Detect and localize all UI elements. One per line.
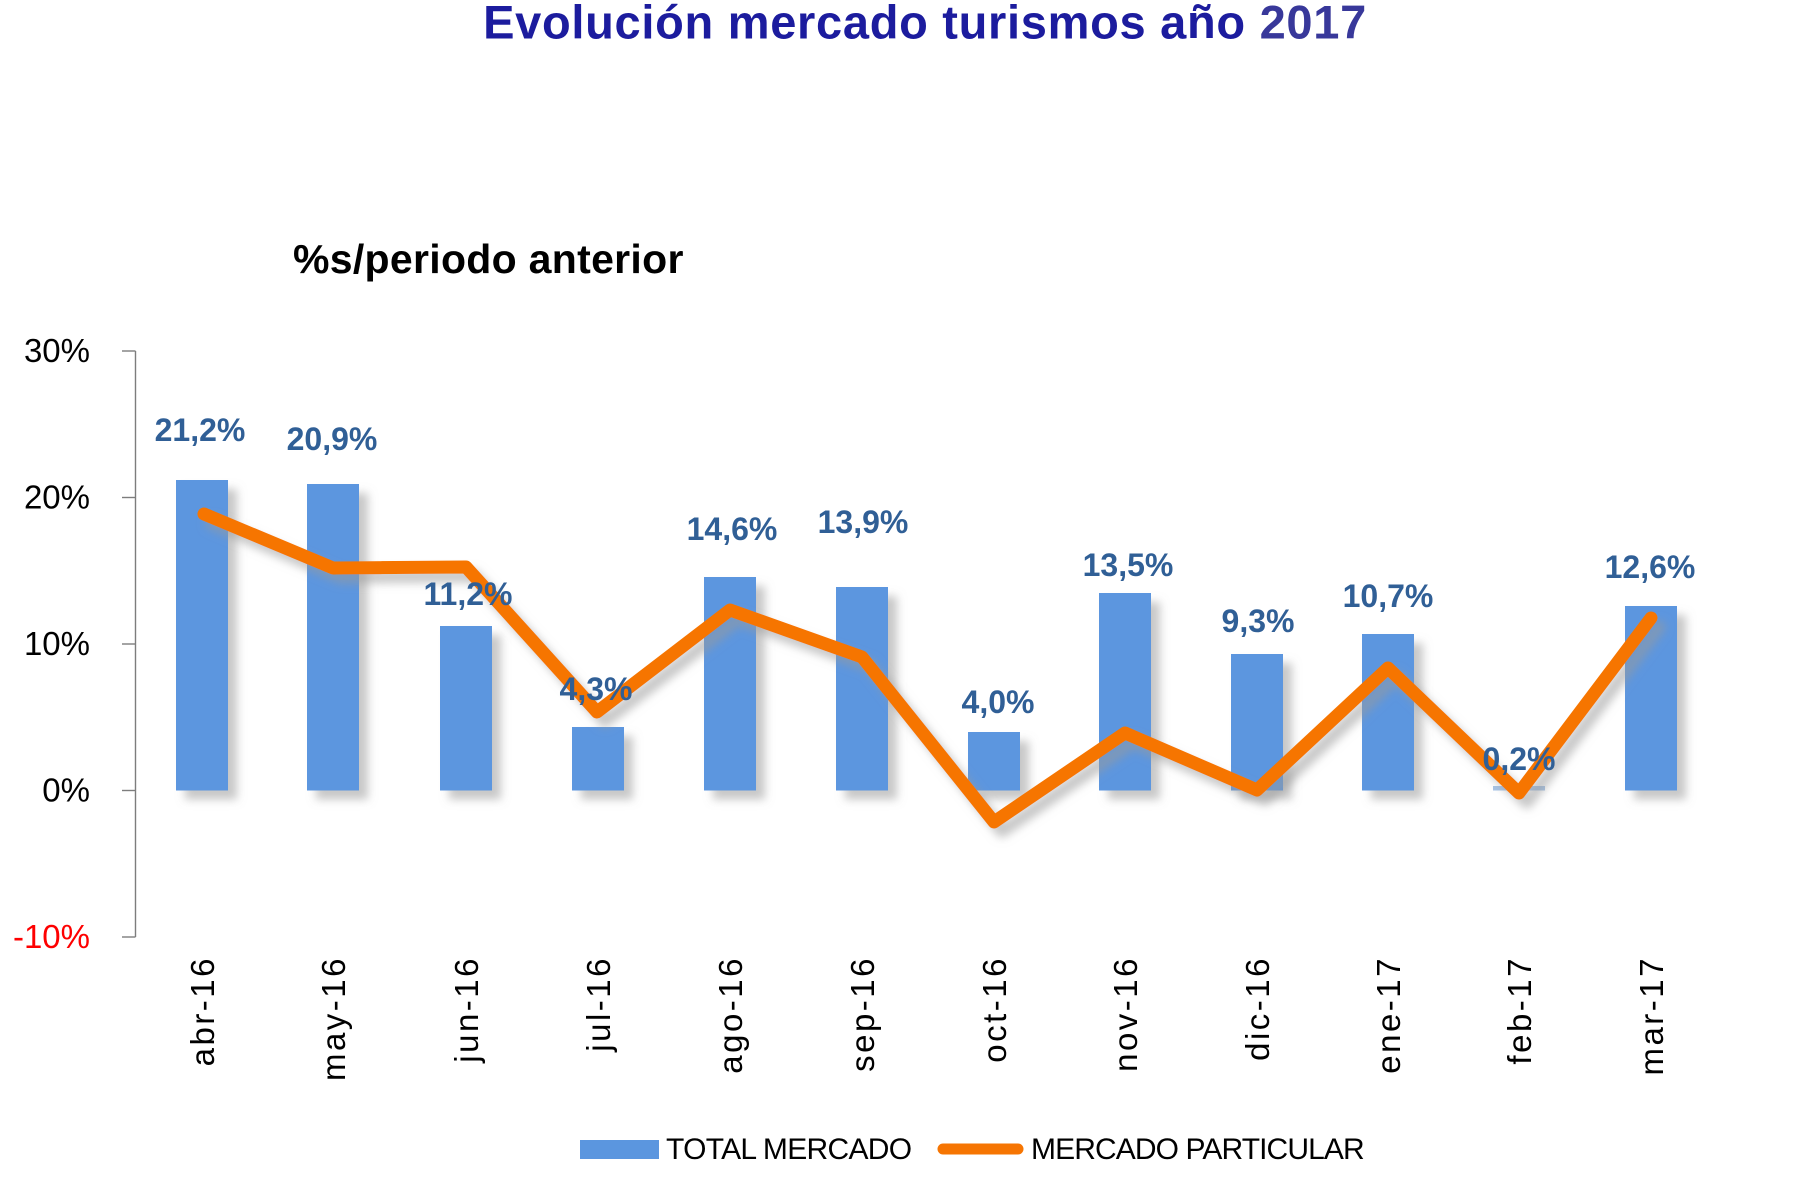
- svg-text:Evolución mercado turismos año: Evolución mercado turismos año 2017: [483, 0, 1367, 49]
- svg-text:MERCADO PARTICULAR: MERCADO PARTICULAR: [1031, 1133, 1364, 1166]
- svg-text:20,9%: 20,9%: [287, 421, 378, 457]
- svg-text:10%: 10%: [24, 625, 90, 662]
- svg-text:abr-16: abr-16: [184, 956, 221, 1066]
- svg-text:-10%: -10%: [13, 918, 90, 955]
- svg-text:sep-16: sep-16: [844, 956, 881, 1072]
- svg-text:13,9%: 13,9%: [818, 504, 909, 540]
- svg-text:12,6%: 12,6%: [1605, 549, 1696, 585]
- svg-text:21,2%: 21,2%: [155, 412, 246, 448]
- svg-text:oct-16: oct-16: [976, 956, 1013, 1063]
- svg-text:feb-17: feb-17: [1501, 956, 1538, 1065]
- svg-text:0%: 0%: [42, 772, 90, 809]
- svg-text:30%: 30%: [24, 332, 90, 369]
- svg-text:dic-16: dic-16: [1239, 956, 1276, 1061]
- svg-text:ago-16: ago-16: [712, 956, 749, 1074]
- svg-text:may-16: may-16: [315, 956, 352, 1081]
- svg-text:nov-16: nov-16: [1107, 956, 1144, 1072]
- svg-text:0,2%: 0,2%: [1483, 741, 1556, 777]
- svg-text:4,0%: 4,0%: [962, 684, 1035, 720]
- svg-text:jun-16: jun-16: [448, 956, 485, 1064]
- svg-text:TOTAL MERCADO: TOTAL MERCADO: [666, 1133, 911, 1166]
- svg-text:%s/periodo anterior: %s/periodo anterior: [293, 236, 684, 282]
- svg-text:4,3%: 4,3%: [560, 671, 633, 707]
- svg-text:mar-17: mar-17: [1633, 956, 1670, 1076]
- svg-text:9,3%: 9,3%: [1222, 603, 1295, 639]
- svg-text:jul-16: jul-16: [580, 956, 617, 1053]
- svg-text:14,6%: 14,6%: [687, 511, 778, 547]
- svg-text:20%: 20%: [24, 479, 90, 516]
- svg-text:13,5%: 13,5%: [1083, 547, 1174, 583]
- svg-text:ene-17: ene-17: [1370, 956, 1407, 1074]
- svg-text:11,2%: 11,2%: [424, 576, 513, 612]
- svg-text:10,7%: 10,7%: [1343, 578, 1434, 614]
